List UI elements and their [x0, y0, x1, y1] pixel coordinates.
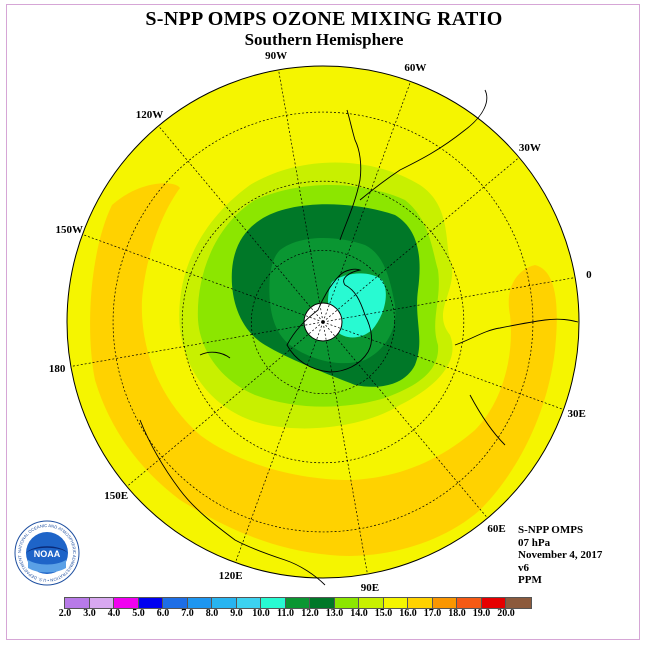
meridian-line [322, 321, 368, 575]
colorbar-tick-label: 17.0 [423, 608, 442, 619]
colorbar-segment [310, 598, 335, 608]
longitude-label: 60E [487, 522, 506, 535]
colorbar-segment [187, 598, 212, 608]
longitude-label: 150W [55, 223, 84, 236]
meridian-line [322, 321, 564, 410]
meridian-line [278, 69, 324, 323]
colorbar-segment [163, 598, 188, 608]
colorbar-tick-label: 19.0 [472, 608, 491, 619]
longitude-label: 90W [265, 50, 288, 63]
info-units: PPM [518, 574, 542, 586]
colorbar-tick-label: 2.0 [58, 608, 72, 619]
colorbar-segment [481, 598, 506, 608]
coastlines [139, 89, 579, 586]
info-version: v6 [518, 561, 529, 574]
info-instrument: S-NPP OMPS [518, 524, 584, 536]
figure-frame [6, 4, 640, 640]
colorbar-segment [383, 598, 408, 608]
colorbar-segment [334, 598, 359, 608]
longitude-label: 30E [567, 408, 586, 421]
colorbar-tick-label: 10.0 [252, 608, 270, 619]
latitude-circle [250, 249, 396, 395]
australia-coastline [139, 419, 326, 586]
meridian-line [82, 234, 324, 323]
colorbar-tick-label: 5.0 [132, 608, 145, 619]
colorbar-segment [506, 598, 531, 608]
longitude-label: 150E [104, 489, 129, 502]
colorbar-segment [285, 598, 310, 608]
longitude-label: 120W [135, 109, 164, 122]
colorbar-segment [138, 598, 163, 608]
longitude-label: 30W [518, 142, 541, 155]
colorbar-tick-label: 9.0 [230, 608, 243, 619]
longitude-label: 90E [360, 581, 380, 594]
meridian-line [70, 321, 324, 367]
colorbar-tick-label: 15.0 [374, 608, 393, 619]
new-zealand-coastline [199, 351, 231, 359]
colorbar-segment [408, 598, 433, 608]
longitude-label: 0 [586, 269, 592, 282]
colorbar-tick-label: 8.0 [205, 608, 219, 619]
colorbar-tick-label: 16.0 [399, 608, 417, 619]
colorbar-tick-label: 6.0 [156, 608, 170, 619]
colorbar-tick-label: 13.0 [325, 608, 344, 619]
colorbar-tick-label: 3.0 [83, 608, 96, 619]
longitude-label: 120E [218, 569, 243, 582]
chart-subtitle: Southern Hemisphere [244, 30, 404, 49]
colorbar-tick-label: 7.0 [181, 608, 194, 619]
colorbar-segment [65, 598, 90, 608]
colorbar-segment [236, 598, 261, 608]
colorbar-segment [261, 598, 286, 608]
colorbar-segment [212, 598, 237, 608]
map-boundary [66, 65, 580, 579]
meridian-line [322, 81, 411, 323]
colorbar-tick-label: 14.0 [350, 608, 368, 619]
graticule [70, 69, 576, 575]
colorbar-segment [432, 598, 457, 608]
latitude-circle [112, 111, 534, 533]
meridian-line [322, 277, 576, 323]
africa-coastline [454, 318, 579, 446]
colorbar-segment [89, 598, 114, 608]
logo-text: NOAA [34, 549, 61, 559]
field-16-17 [90, 183, 557, 556]
colorbar-tick-label: 12.0 [301, 608, 319, 619]
antarctica-coastline [286, 268, 372, 373]
meridian-line [235, 321, 324, 563]
colorbar-tick-label: 18.0 [448, 608, 466, 619]
colorbar [64, 597, 532, 609]
colorbar-tick-label: 20.0 [497, 608, 515, 619]
info-level: 07 hPa [518, 536, 551, 549]
latitude-circle [181, 180, 465, 464]
colorbar-segment [359, 598, 384, 608]
colorbar-tick-label: 4.0 [107, 608, 121, 619]
colorbar-segment [114, 598, 139, 608]
meridian-line [322, 321, 488, 519]
chart-title: S-NPP OMPS OZONE MIXING RATIO [145, 8, 503, 30]
meridian-line [322, 157, 520, 323]
south-america-coastline [339, 89, 488, 241]
info-date: November 4, 2017 [518, 549, 603, 561]
colorbar-segment [457, 598, 482, 608]
ozone-field [67, 66, 579, 578]
meridian-line [158, 125, 324, 323]
meridian-line [126, 321, 324, 487]
longitude-label: 60W [404, 62, 427, 75]
noaa-logo: NATIONAL OCEANIC AND ATMOSPHERIC ADMINIS… [14, 520, 80, 586]
colorbar-tick-label: 11.0 [277, 608, 294, 619]
longitude-label: 180 [48, 362, 66, 375]
info-block: S-NPP OMPS 07 hPa November 4, 2017 v6 PP… [518, 524, 602, 587]
